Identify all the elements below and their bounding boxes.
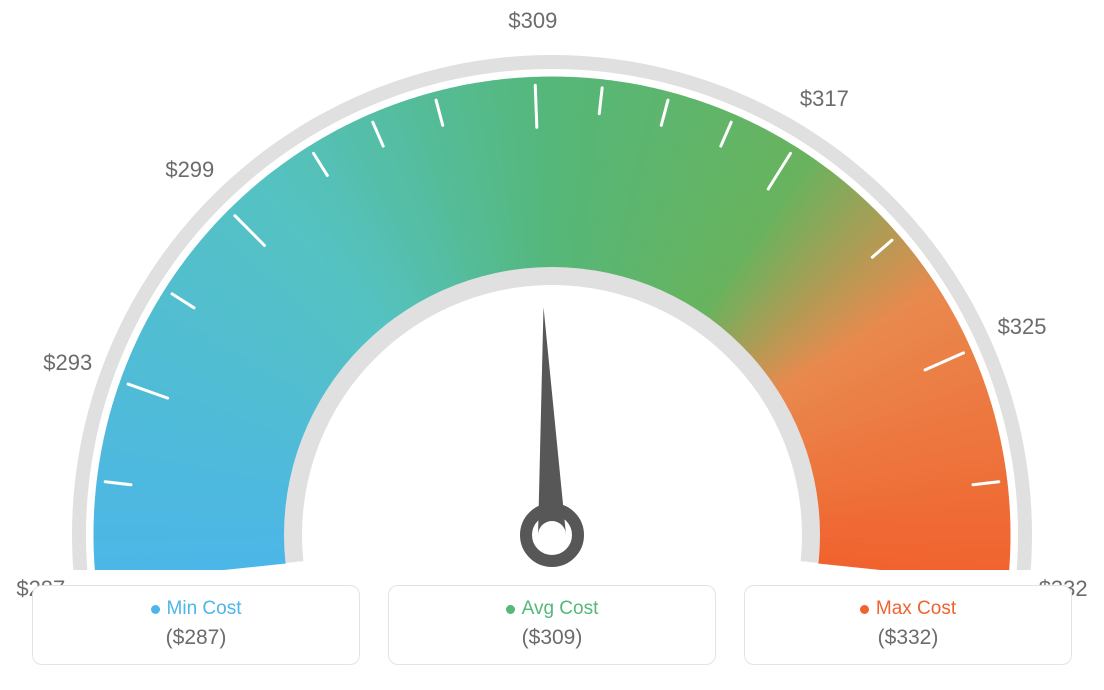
legend-label-avg: Avg Cost: [522, 598, 599, 620]
gauge-tick-label: $325: [998, 314, 1047, 340]
gauge-tick-label: $309: [508, 8, 557, 34]
legend-value-avg: ($309): [389, 626, 715, 650]
legend-row: Min Cost ($287) Avg Cost ($309) Max Cost…: [0, 570, 1104, 690]
legend-value-max: ($332): [745, 626, 1071, 650]
legend-card-min: Min Cost ($287): [32, 585, 360, 665]
legend-value-min: ($287): [33, 626, 359, 650]
legend-card-max: Max Cost ($332): [744, 585, 1072, 665]
legend-label-max: Max Cost: [876, 598, 956, 620]
legend-card-avg: Avg Cost ($309): [388, 585, 716, 665]
legend-dot-avg: [506, 605, 515, 614]
gauge-chart: $287$293$299$309$317$325$332: [0, 0, 1104, 570]
gauge-tick-label: $317: [800, 86, 849, 112]
gauge-tick-label: $299: [165, 157, 214, 183]
gauge-svg: [0, 0, 1104, 570]
legend-dot-min: [151, 605, 160, 614]
legend-label-min: Min Cost: [167, 598, 242, 620]
legend-dot-max: [860, 605, 869, 614]
gauge-tick-label: $293: [43, 350, 92, 376]
